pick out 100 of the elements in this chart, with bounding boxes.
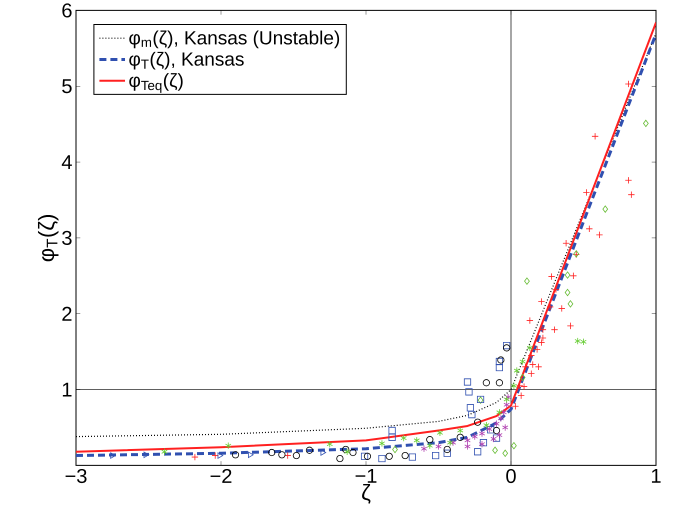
point bbox=[518, 392, 525, 400]
point bbox=[232, 450, 240, 458]
point bbox=[483, 421, 490, 429]
point bbox=[292, 452, 300, 459]
point bbox=[326, 440, 333, 448]
point bbox=[472, 432, 478, 440]
point bbox=[435, 442, 442, 450]
point bbox=[144, 451, 150, 458]
point bbox=[450, 438, 456, 446]
x-tick-label: −2 bbox=[210, 468, 232, 483]
point bbox=[570, 272, 577, 280]
point bbox=[474, 418, 482, 426]
point bbox=[344, 448, 350, 456]
point bbox=[586, 225, 593, 232]
legend-label: φ$_{T}$(ζ), Kansas bbox=[129, 52, 244, 70]
y-tick-label: 2 bbox=[62, 306, 72, 321]
point bbox=[492, 446, 498, 454]
point bbox=[386, 452, 393, 460]
point bbox=[402, 452, 409, 459]
point bbox=[562, 239, 570, 247]
y-axis-title: φ$_{T}$(ζ) bbox=[38, 214, 58, 262]
point bbox=[500, 408, 507, 416]
point bbox=[496, 378, 504, 386]
x-tick-label: 0 bbox=[506, 468, 516, 483]
legend-label: φ$_{Teq}$(ζ) bbox=[129, 72, 183, 93]
point bbox=[624, 80, 632, 88]
point bbox=[574, 337, 581, 344]
point bbox=[534, 346, 541, 353]
point bbox=[378, 454, 386, 462]
point bbox=[592, 132, 599, 140]
point bbox=[457, 426, 464, 434]
point bbox=[278, 450, 286, 458]
point bbox=[444, 449, 451, 457]
point bbox=[456, 434, 464, 441]
point bbox=[191, 453, 199, 460]
point bbox=[436, 428, 444, 436]
point bbox=[526, 344, 534, 352]
y-tick-label: 1 bbox=[62, 382, 72, 396]
point bbox=[414, 436, 420, 444]
point bbox=[538, 338, 546, 346]
point bbox=[568, 300, 574, 308]
point bbox=[643, 120, 649, 127]
point bbox=[388, 434, 396, 441]
point bbox=[468, 410, 476, 418]
point bbox=[628, 190, 635, 198]
point bbox=[503, 400, 510, 408]
point bbox=[550, 326, 558, 334]
point bbox=[466, 404, 474, 412]
point bbox=[110, 452, 116, 459]
point bbox=[465, 388, 473, 396]
point bbox=[490, 435, 497, 442]
point bbox=[602, 205, 608, 212]
point bbox=[342, 446, 350, 453]
point bbox=[564, 288, 570, 296]
point bbox=[520, 374, 526, 381]
point bbox=[218, 452, 224, 459]
y-tick-label: 4 bbox=[62, 154, 72, 169]
point bbox=[512, 402, 519, 410]
point bbox=[519, 358, 526, 365]
point bbox=[503, 342, 510, 349]
point bbox=[426, 442, 433, 450]
x-tick-label: −3 bbox=[66, 468, 87, 483]
point bbox=[538, 298, 546, 306]
point bbox=[420, 444, 428, 452]
point bbox=[539, 334, 547, 342]
point bbox=[496, 431, 503, 438]
point bbox=[268, 448, 276, 456]
point bbox=[520, 382, 528, 390]
legend-label: φ$_{m}$(ζ), Kansas (Unstable) bbox=[129, 30, 340, 48]
point bbox=[596, 231, 604, 238]
point bbox=[482, 378, 490, 386]
point bbox=[493, 420, 500, 428]
point bbox=[503, 396, 510, 403]
point bbox=[522, 363, 530, 370]
point bbox=[478, 430, 486, 437]
point bbox=[161, 448, 168, 456]
point bbox=[408, 453, 416, 460]
point bbox=[306, 446, 314, 454]
point bbox=[514, 366, 520, 374]
point bbox=[496, 364, 504, 371]
point bbox=[564, 271, 570, 278]
point bbox=[349, 448, 357, 456]
point bbox=[504, 393, 512, 401]
point bbox=[524, 277, 530, 285]
y-tick-label: 3 bbox=[62, 230, 72, 245]
point bbox=[360, 452, 368, 460]
point bbox=[558, 304, 566, 312]
point bbox=[502, 449, 508, 457]
point bbox=[364, 452, 372, 460]
point bbox=[378, 440, 386, 447]
point bbox=[212, 452, 219, 459]
point bbox=[546, 303, 554, 310]
point bbox=[548, 272, 556, 280]
y-tick-label: 6 bbox=[62, 3, 72, 18]
point bbox=[511, 442, 517, 450]
x-tick-label: 1 bbox=[652, 468, 661, 482]
point bbox=[464, 436, 471, 444]
point bbox=[336, 454, 344, 462]
x-tick-label: −1 bbox=[356, 468, 376, 482]
point bbox=[510, 382, 518, 390]
